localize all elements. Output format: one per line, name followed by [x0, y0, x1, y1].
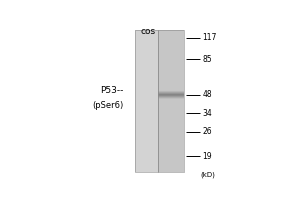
Bar [135, 30, 158, 172]
Text: 19: 19 [202, 152, 212, 161]
Text: cos: cos [140, 27, 155, 36]
Text: 85: 85 [202, 55, 212, 64]
Text: P53--: P53-- [100, 86, 124, 95]
Text: 48: 48 [202, 90, 212, 99]
Text: (kD): (kD) [200, 172, 215, 178]
Text: 117: 117 [202, 33, 217, 42]
Bar [158, 30, 184, 172]
Text: 34: 34 [202, 109, 212, 118]
Text: 26: 26 [202, 127, 212, 136]
Text: (pSer6): (pSer6) [92, 101, 124, 110]
